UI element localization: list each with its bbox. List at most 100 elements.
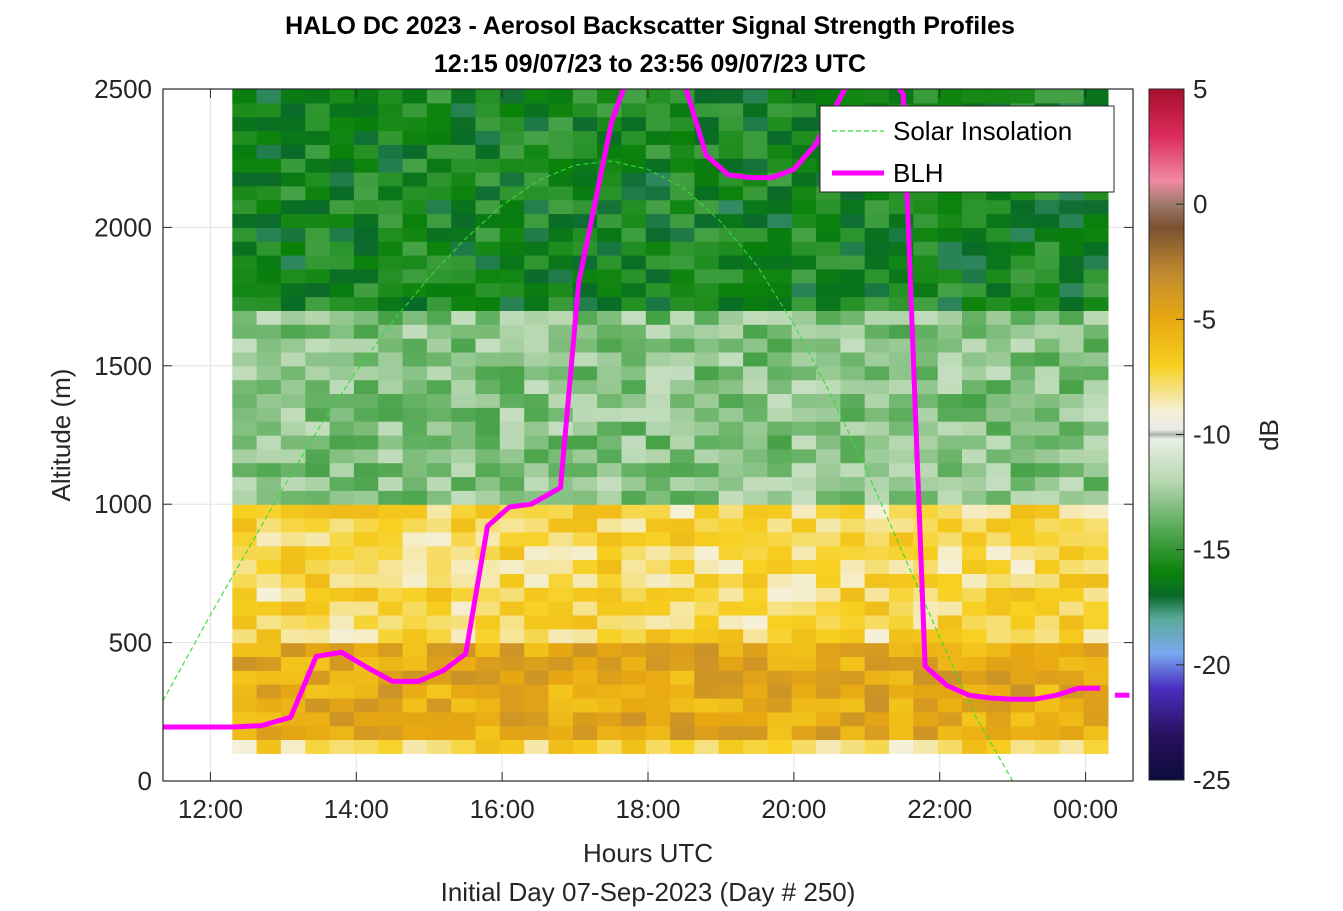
heatmap-cell [329,144,355,159]
heatmap-cell [670,559,695,574]
heatmap-cell [621,268,647,284]
heatmap-cell [816,628,841,644]
heatmap-cell [378,130,404,145]
heatmap-cell [256,504,282,519]
heatmap-cell [426,310,452,325]
heatmap-cell [499,144,525,159]
heatmap-cell [499,476,525,491]
heatmap-cell [329,130,355,145]
heatmap-cell [816,739,841,754]
heatmap-cell [986,656,1012,671]
heatmap-cell [402,102,428,118]
heatmap-cell [816,296,841,311]
heatmap-cell [597,213,622,228]
heatmap-cell [645,711,671,727]
heatmap-cell [670,601,695,616]
heatmap-cell [280,241,306,256]
colorbar-tick-label: -25 [1193,765,1231,795]
heatmap-cell [232,213,258,228]
heatmap-cell [1059,614,1085,630]
heatmap-cell [256,324,282,339]
heatmap-cell [743,89,768,104]
heatmap-cell [816,559,841,574]
heatmap-cell [280,144,306,159]
heatmap-cell [767,185,793,201]
heatmap-cell [305,711,331,727]
heatmap-cell [451,476,477,491]
heatmap-cell [572,739,598,754]
heatmap-cell [378,144,404,159]
heatmap-cell [280,421,306,436]
heatmap-cell [694,310,720,325]
heatmap-cell [840,684,866,699]
heatmap-cell [256,213,282,228]
heatmap-cell [1083,642,1109,657]
heatmap-cell [329,531,355,547]
heatmap-cell [329,448,355,464]
heatmap-cell [1034,448,1060,464]
heatmap-cell [1083,352,1109,367]
heatmap-cell [597,310,622,325]
heatmap-cell [864,241,890,256]
heatmap-cell [1083,711,1109,727]
heatmap-cell [1059,407,1085,422]
heatmap-cell [402,144,428,159]
heatmap-cell [426,476,452,491]
heatmap-cell [621,545,647,561]
heatmap-cell [572,338,598,353]
colorbar-ticks: 50-5-10-15-20-25 [1176,74,1231,795]
heatmap-cell [694,185,720,201]
heatmap-cell [475,490,501,505]
heatmap-cell [1034,698,1060,713]
heatmap-cell [548,296,574,311]
heatmap-cell [1034,324,1060,339]
heatmap-cell [962,587,987,602]
heatmap-cell [378,545,404,561]
heatmap-cell [864,227,890,242]
heatmap-cell [1034,365,1060,381]
heatmap-cell [889,310,914,325]
heatmap-cell [353,656,379,671]
heatmap-cell [791,338,817,353]
heatmap-cell [840,268,866,284]
heatmap-cell [475,587,501,602]
heatmap-cell [743,656,768,671]
heatmap-cell [451,365,477,381]
heatmap-cell [499,462,525,478]
heatmap-cell [962,199,987,215]
heatmap-cell [426,573,452,588]
heatmap-cell [572,144,598,159]
heatmap-cell [962,393,987,408]
heatmap-cell [767,227,793,242]
heatmap-cell [913,227,939,242]
heatmap-cell [767,199,793,215]
heatmap-cell [329,628,355,644]
heatmap-cell [548,628,574,644]
heatmap-cell [645,352,671,367]
heatmap-cell [353,89,379,104]
heatmap-cell [305,213,331,228]
heatmap-cell [1010,89,1036,104]
heatmap-cell [913,365,939,381]
heatmap-cell [791,739,817,754]
heatmap-cell [426,393,452,408]
heatmap-cell [694,89,720,104]
heatmap-cell [840,407,866,422]
heatmap-cell [1083,559,1109,574]
heatmap-cell [524,545,550,561]
heatmap-cell [913,379,939,394]
heatmap-cell [475,393,501,408]
legend-box [819,105,1115,193]
heatmap-cell [280,545,306,561]
heatmap-cell [694,559,720,574]
heatmap-cell [499,531,525,547]
heatmap-cell [1010,725,1036,740]
heatmap-cell [475,89,501,104]
heatmap-cell [694,435,720,450]
heatmap-cell [937,213,963,228]
heatmap-cell [767,352,793,367]
heatmap-cell [524,102,550,118]
heatmap-cell [280,102,306,118]
heatmap-cell [670,310,695,325]
heatmap-cell [694,573,720,588]
